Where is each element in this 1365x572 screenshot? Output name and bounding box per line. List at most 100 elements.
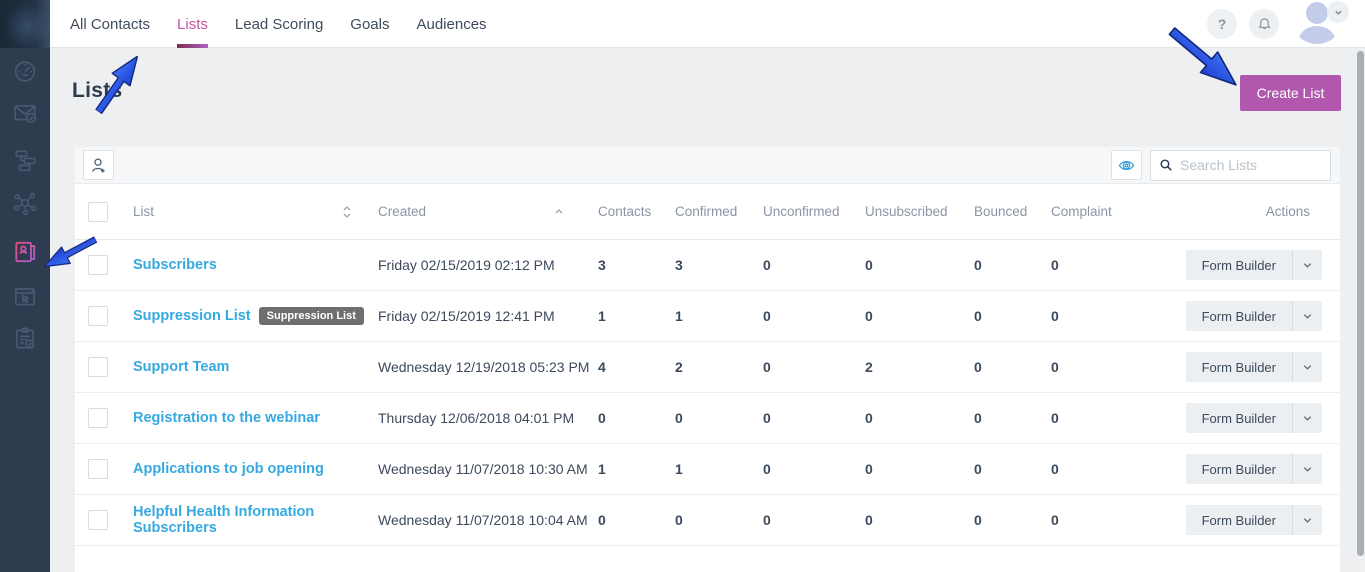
contacts-count: 4	[598, 359, 606, 375]
contacts-count: 1	[598, 308, 606, 324]
help-button[interactable]: ?	[1207, 9, 1237, 39]
list-name-link[interactable]: Support Team	[133, 359, 230, 375]
column-header-bounced[interactable]: Bounced	[974, 204, 1028, 219]
column-header-complaint[interactable]: Complaint	[1051, 204, 1112, 219]
row-actions-split-button: Form Builder	[1185, 505, 1322, 535]
unconfirmed-count: 0	[763, 512, 771, 528]
tab-lists[interactable]: Lists	[177, 0, 208, 48]
table-body: Subscribers Friday 02/15/2019 02:12 PM 3…	[75, 240, 1340, 546]
vertical-scrollbar[interactable]	[1356, 48, 1365, 572]
column-header-actions: Actions	[1265, 204, 1310, 219]
sidebar-item-landing-pages[interactable]	[12, 284, 38, 310]
user-menu[interactable]	[1291, 0, 1349, 48]
search-lists-input[interactable]	[1180, 157, 1322, 173]
main-content: Lists Create List	[50, 48, 1365, 572]
sidebar-item-automation[interactable]	[12, 147, 38, 173]
landing-page-cursor-icon	[14, 288, 36, 306]
list-name-link[interactable]: Helpful Health Information Subscribers	[133, 504, 315, 536]
actions-dropdown-button[interactable]	[1292, 250, 1322, 280]
column-header-contacts[interactable]: Contacts	[598, 204, 652, 219]
suppression-list-badge: Suppression List	[258, 307, 364, 325]
complaint-count: 0	[1051, 512, 1059, 528]
list-name-link[interactable]: Suppression List	[133, 308, 251, 324]
sidebar-item-integrations[interactable]	[12, 190, 38, 216]
actions-dropdown-button[interactable]	[1292, 301, 1322, 331]
column-header-list[interactable]: List	[133, 204, 378, 219]
complaint-count: 0	[1051, 359, 1059, 375]
tab-lead-scoring[interactable]: Lead Scoring	[234, 15, 324, 33]
column-header-unsubscribed[interactable]: Unsubscribed	[865, 204, 948, 219]
app-logo[interactable]	[0, 0, 50, 48]
actions-dropdown-button[interactable]	[1292, 403, 1322, 433]
table-row: Applications to job opening Wednesday 11…	[75, 444, 1340, 495]
column-header-unconfirmed[interactable]: Unconfirmed	[763, 204, 840, 219]
page-title: Lists	[72, 79, 123, 102]
scrollbar-thumb[interactable]	[1357, 51, 1364, 556]
unconfirmed-count: 0	[763, 461, 771, 477]
sort-asc-icon[interactable]	[554, 205, 564, 219]
sort-both-icon[interactable]	[342, 205, 352, 219]
email-check-icon	[14, 105, 37, 124]
help-icon: ?	[1217, 16, 1227, 32]
row-checkbox[interactable]	[88, 408, 108, 428]
confirmed-count: 1	[675, 461, 683, 477]
form-builder-button[interactable]: Form Builder	[1201, 359, 1276, 375]
row-checkbox[interactable]	[88, 255, 108, 275]
integrations-hub-icon	[13, 192, 37, 216]
column-label: Created	[378, 204, 427, 219]
sidebar-item-contacts[interactable]	[12, 239, 38, 265]
top-navigation-bar: All Contacts Lists Lead Scoring Goals Au…	[50, 0, 1365, 48]
created-date: Friday 02/15/2019 02:12 PM	[378, 257, 555, 273]
row-checkbox[interactable]	[88, 510, 108, 530]
contacts-book-icon	[15, 241, 36, 263]
list-name-link[interactable]: Applications to job opening	[133, 461, 324, 477]
chevron-down-icon	[1303, 364, 1312, 370]
table-row: Support Team Wednesday 12/19/2018 05:23 …	[75, 342, 1340, 393]
list-name-link[interactable]: Registration to the webinar	[133, 410, 320, 426]
bounced-count: 0	[974, 512, 982, 528]
row-checkbox[interactable]	[88, 306, 108, 326]
complaint-count: 0	[1051, 257, 1059, 273]
add-contacts-button[interactable]	[83, 150, 114, 180]
column-label: List	[133, 204, 155, 219]
create-list-button[interactable]: Create List	[1240, 75, 1341, 111]
complaint-count: 0	[1051, 308, 1059, 324]
select-all-checkbox[interactable]	[88, 201, 108, 222]
row-checkbox[interactable]	[88, 459, 108, 479]
actions-dropdown-button[interactable]	[1292, 454, 1322, 484]
bounced-count: 0	[974, 308, 982, 324]
notifications-button[interactable]	[1249, 9, 1279, 39]
bell-icon	[1258, 17, 1270, 29]
chevron-down-icon	[1303, 466, 1312, 472]
chevron-down-icon	[1303, 415, 1312, 421]
user-menu-caret[interactable]	[1327, 1, 1349, 23]
search-lists-box	[1150, 149, 1331, 181]
sidebar-item-surveys[interactable]	[12, 325, 38, 351]
actions-dropdown-button[interactable]	[1292, 505, 1322, 535]
dashboard-gauge-icon	[14, 61, 36, 82]
unsubscribed-count: 0	[865, 512, 873, 528]
contacts-count: 0	[598, 410, 606, 426]
confirmed-count: 2	[675, 359, 683, 375]
column-header-confirmed[interactable]: Confirmed	[675, 204, 738, 219]
form-builder-button[interactable]: Form Builder	[1201, 410, 1276, 426]
row-actions-split-button: Form Builder	[1185, 403, 1322, 433]
sidebar-item-dashboard[interactable]	[12, 59, 38, 85]
row-checkbox[interactable]	[88, 357, 108, 377]
form-builder-button[interactable]: Form Builder	[1201, 512, 1276, 528]
list-name-link[interactable]: Subscribers	[133, 257, 217, 273]
sidebar-item-email[interactable]	[12, 100, 38, 126]
table-header-row: List Created Contacts Confirmed Unconfir…	[75, 184, 1340, 240]
unconfirmed-count: 0	[763, 359, 771, 375]
sidebar	[0, 0, 50, 572]
form-builder-button[interactable]: Form Builder	[1201, 308, 1276, 324]
tab-audiences[interactable]: Audiences	[416, 15, 487, 33]
surveys-clipboard-icon	[16, 327, 35, 349]
column-header-created[interactable]: Created	[378, 204, 598, 219]
form-builder-button[interactable]: Form Builder	[1201, 257, 1276, 273]
view-columns-button[interactable]	[1111, 150, 1142, 180]
tab-all-contacts[interactable]: All Contacts	[70, 15, 151, 33]
tab-goals[interactable]: Goals	[350, 15, 390, 33]
actions-dropdown-button[interactable]	[1292, 352, 1322, 382]
form-builder-button[interactable]: Form Builder	[1201, 461, 1276, 477]
